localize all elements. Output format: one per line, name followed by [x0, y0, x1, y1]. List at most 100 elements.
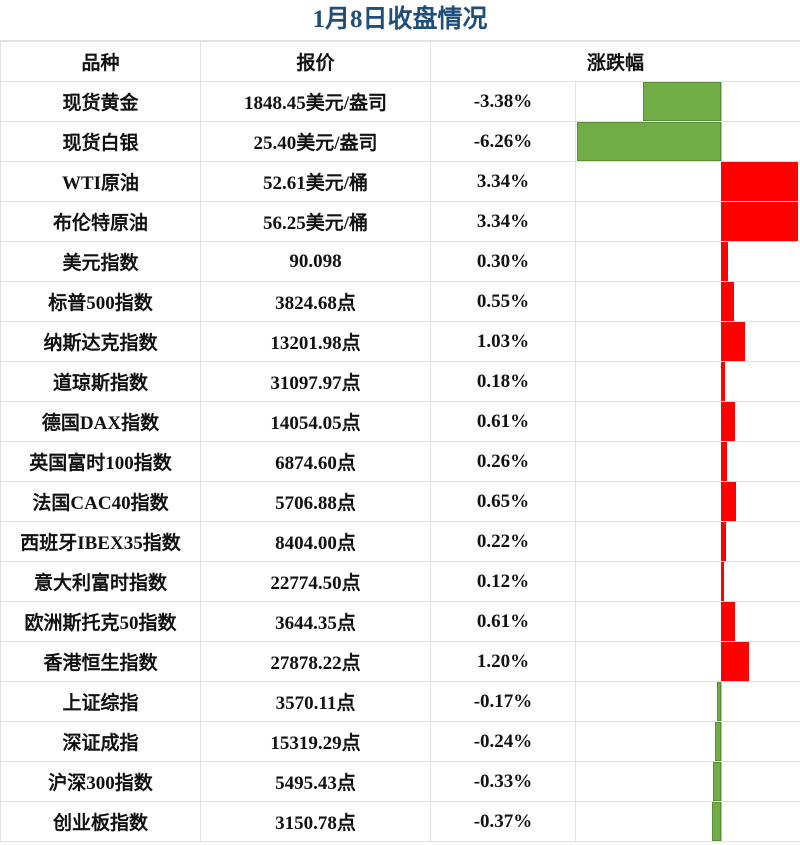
bar-axis	[721, 722, 722, 761]
bar-cell	[574, 561, 800, 602]
table-row: 美元指数 90.098 0.30%	[0, 241, 800, 282]
price-cell: 5495.43点	[200, 761, 431, 802]
name-cell: 欧洲斯托克50指数	[0, 601, 201, 642]
bar-cell	[574, 601, 800, 642]
bar-cell	[574, 81, 800, 122]
table-row: 沪深300指数 5495.43点 -0.33%	[0, 761, 800, 802]
negative-bar	[643, 82, 721, 121]
change-cell: 0.12%	[430, 561, 576, 602]
change-cell: 1.03%	[430, 321, 576, 362]
positive-bar	[721, 402, 736, 441]
table-row: 英国富时100指数 6874.60点 0.26%	[0, 441, 800, 482]
name-cell: 美元指数	[0, 241, 201, 282]
quote-table: 品种 报价 涨跌幅 现货黄金 1848.45美元/盎司 -3.38% 现货白银 25.4…	[0, 41, 800, 842]
bar-axis	[721, 802, 722, 841]
bar-cell	[574, 681, 800, 722]
price-cell: 3644.35点	[200, 601, 431, 642]
name-cell: 布伦特原油	[0, 201, 201, 242]
bar-axis	[721, 82, 722, 121]
name-cell: 德国DAX指数	[0, 401, 201, 442]
name-cell: 现货黄金	[0, 81, 201, 122]
bar-cell	[574, 121, 800, 162]
bar-cell	[574, 161, 800, 202]
bar-cell	[574, 321, 800, 362]
change-cell: 0.26%	[430, 441, 576, 482]
change-cell: -0.33%	[430, 761, 576, 802]
change-cell: 0.61%	[430, 401, 576, 442]
price-cell: 13201.98点	[200, 321, 431, 362]
name-cell: 沪深300指数	[0, 761, 201, 802]
bar-cell	[574, 281, 800, 322]
price-cell: 22774.50点	[200, 561, 431, 602]
table-row: WTI原油 52.61美元/桶 3.34%	[0, 161, 800, 202]
price-cell: 15319.29点	[200, 721, 431, 762]
table-row: 现货白银 25.40美元/盎司 -6.26%	[0, 121, 800, 162]
price-cell: 3824.68点	[200, 281, 431, 322]
change-cell: -0.37%	[430, 801, 576, 842]
change-cell: -6.26%	[430, 121, 576, 162]
bar-cell	[574, 481, 800, 522]
positive-bar	[721, 482, 736, 521]
name-cell: 现货白银	[0, 121, 201, 162]
table-row: 深证成指 15319.29点 -0.24%	[0, 721, 800, 762]
positive-bar	[721, 562, 724, 601]
name-cell: 深证成指	[0, 721, 201, 762]
header-name: 品种	[0, 41, 201, 82]
bar-cell	[574, 521, 800, 562]
price-cell: 25.40美元/盎司	[200, 121, 431, 162]
name-cell: 英国富时100指数	[0, 441, 201, 482]
bar-axis	[721, 682, 722, 721]
change-cell: 0.55%	[430, 281, 576, 322]
positive-bar	[721, 202, 798, 241]
price-cell: 3570.11点	[200, 681, 431, 722]
table-row: 布伦特原油 56.25美元/桶 3.34%	[0, 201, 800, 242]
change-cell: 0.65%	[430, 481, 576, 522]
change-cell: 3.34%	[430, 201, 576, 242]
price-cell: 52.61美元/桶	[200, 161, 431, 202]
bar-cell	[574, 401, 800, 442]
bar-cell	[574, 201, 800, 242]
name-cell: 上证综指	[0, 681, 201, 722]
negative-bar	[712, 802, 721, 841]
table-row: 法国CAC40指数 5706.88点 0.65%	[0, 481, 800, 522]
header-change: 涨跌幅	[429, 41, 800, 82]
price-cell: 27878.22点	[200, 641, 431, 682]
change-cell: 0.30%	[430, 241, 576, 282]
price-cell: 31097.97点	[200, 361, 431, 402]
table-row: 创业板指数 3150.78点 -0.37%	[0, 801, 800, 842]
positive-bar	[721, 162, 798, 201]
price-cell: 1848.45美元/盎司	[200, 81, 431, 122]
change-cell: 0.22%	[430, 521, 576, 562]
table-row: 德国DAX指数 14054.05点 0.61%	[0, 401, 800, 442]
bar-axis	[721, 122, 722, 161]
price-cell: 5706.88点	[200, 481, 431, 522]
bar-cell	[574, 721, 800, 762]
positive-bar	[721, 522, 727, 561]
price-cell: 8404.00点	[200, 521, 431, 562]
bar-cell	[574, 361, 800, 402]
bar-cell	[574, 801, 800, 842]
table-row: 上证综指 3570.11点 -0.17%	[0, 681, 800, 722]
change-cell: -0.17%	[430, 681, 576, 722]
name-cell: 道琼斯指数	[0, 361, 201, 402]
table-row: 标普500指数 3824.68点 0.55%	[0, 281, 800, 322]
negative-bar	[713, 762, 721, 801]
name-cell: 纳斯达克指数	[0, 321, 201, 362]
change-cell: 0.61%	[430, 601, 576, 642]
bar-axis	[721, 762, 722, 801]
name-cell: 法国CAC40指数	[0, 481, 201, 522]
table-row: 道琼斯指数 31097.97点 0.18%	[0, 361, 800, 402]
table-row: 香港恒生指数 27878.22点 1.20%	[0, 641, 800, 682]
table-row: 西班牙IBEX35指数 8404.00点 0.22%	[0, 521, 800, 562]
price-cell: 3150.78点	[200, 801, 431, 842]
bar-cell	[574, 761, 800, 802]
name-cell: 标普500指数	[0, 281, 201, 322]
positive-bar	[721, 322, 745, 361]
positive-bar	[721, 642, 749, 681]
negative-bar	[715, 722, 721, 761]
positive-bar	[721, 242, 728, 281]
bar-cell	[574, 241, 800, 282]
name-cell: WTI原油	[0, 161, 201, 202]
header-row: 品种 报价 涨跌幅	[0, 41, 800, 82]
price-cell: 14054.05点	[200, 401, 431, 442]
